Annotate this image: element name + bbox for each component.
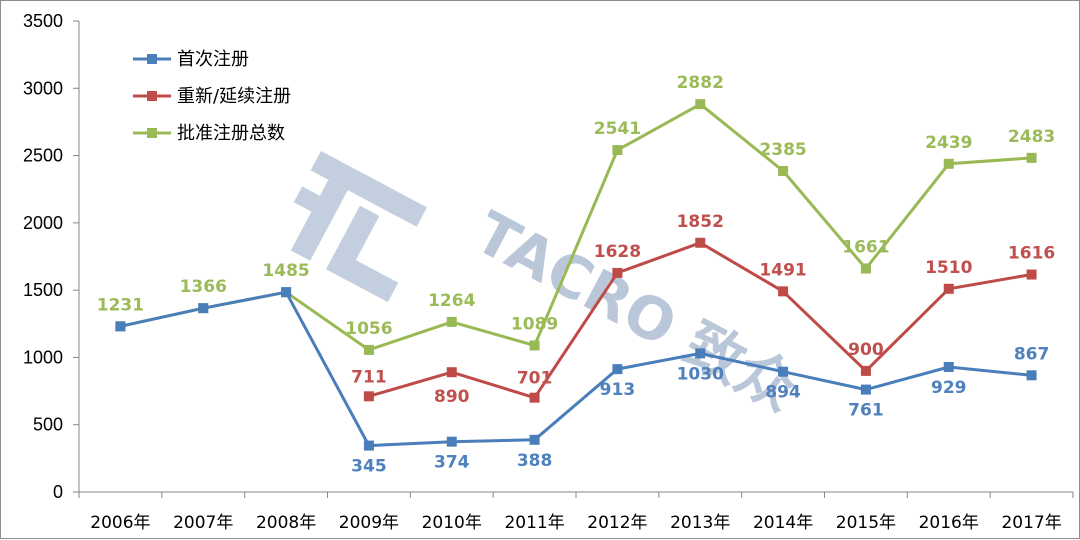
data-label: 1030 [677, 364, 724, 384]
data-point [115, 321, 126, 332]
data-label: 913 [600, 380, 636, 400]
data-label: 1231 [97, 295, 144, 315]
data-point [943, 361, 954, 372]
data-label: 1056 [345, 319, 392, 339]
data-labels: 345 374 388 913 1030 894 761 929 867 711 890 701 162… [97, 73, 1055, 476]
data-point [943, 283, 954, 294]
data-point [363, 391, 374, 402]
data-point [778, 366, 789, 377]
data-label: 2483 [1008, 127, 1055, 147]
data-label: 388 [517, 451, 553, 471]
data-point [198, 303, 209, 314]
x-tick-label: 2014年 [753, 513, 813, 533]
data-point [1026, 370, 1037, 381]
data-point [695, 348, 706, 359]
data-label: 1628 [594, 242, 641, 262]
legend-item: 重新/延续注册 [133, 86, 291, 107]
data-label: 1852 [677, 212, 724, 232]
series-group [115, 99, 1037, 451]
data-point [860, 365, 871, 376]
data-point [281, 287, 292, 298]
data-label: 2385 [759, 140, 806, 160]
data-label: 761 [848, 401, 884, 421]
data-point [446, 316, 457, 327]
axes: 0 500 1000 1500 2000 2500 3000 3500 2006年 2007年 20… [23, 11, 1074, 533]
x-tick-label: 2006年 [90, 513, 150, 533]
data-point [778, 166, 789, 177]
x-tick-label: 2008年 [256, 513, 316, 533]
y-tick-label: 3500 [23, 11, 63, 31]
data-label: 1089 [511, 314, 558, 334]
data-label: 2541 [594, 119, 641, 139]
data-label: 894 [765, 383, 801, 403]
legend-swatch-marker [147, 91, 157, 101]
y-tick-label: 0 [53, 482, 63, 502]
data-point [363, 440, 374, 451]
x-tick-label: 2013年 [670, 513, 730, 533]
data-label: 1661 [842, 237, 889, 257]
y-tick-label: 1000 [23, 347, 63, 367]
x-tick-label: 2010年 [422, 513, 482, 533]
data-point [529, 434, 540, 445]
x-tick-label: 2015年 [836, 513, 896, 533]
data-label: 374 [434, 453, 470, 473]
data-point [943, 158, 954, 169]
data-label: 2439 [925, 133, 972, 153]
data-label: 1616 [1008, 244, 1055, 264]
data-label: 1510 [925, 258, 972, 278]
legend-label: 重新/延续注册 [177, 86, 291, 107]
y-tick-label: 1500 [23, 280, 63, 300]
data-point [860, 263, 871, 274]
data-point [1026, 152, 1037, 163]
data-point [529, 392, 540, 403]
x-tick-label: 2017年 [1001, 513, 1061, 533]
data-point [529, 340, 540, 351]
data-point [363, 344, 374, 355]
series-line [120, 290, 1032, 448]
data-label: 1366 [180, 277, 227, 297]
x-tick-label: 2007年 [173, 513, 233, 533]
y-tick-label: 500 [33, 415, 63, 435]
data-label: 890 [434, 387, 470, 407]
data-point [778, 286, 789, 297]
y-tick-label: 3000 [23, 78, 63, 98]
data-label: 867 [1014, 344, 1050, 364]
data-point [1026, 269, 1037, 280]
legend-item: 批准注册总数 [133, 123, 285, 144]
data-label: 929 [931, 378, 967, 398]
data-label: 1485 [262, 261, 309, 281]
data-point [612, 364, 623, 375]
y-tick-label: 2000 [23, 213, 63, 233]
y-tick-label: 2500 [23, 146, 63, 166]
data-label: 345 [351, 457, 387, 477]
data-label: 1264 [428, 291, 475, 311]
data-point [446, 436, 457, 447]
legend-swatch-marker [147, 128, 157, 138]
legend-item: 首次注册 [133, 49, 249, 70]
data-point [612, 145, 623, 156]
data-label: 1491 [759, 260, 806, 280]
legend-label: 批准注册总数 [177, 123, 285, 144]
data-label: 711 [351, 367, 387, 387]
x-tick-label: 2016年 [919, 513, 979, 533]
x-tick-label: 2012年 [587, 513, 647, 533]
data-label: 2882 [677, 73, 724, 93]
watermark-logo [290, 151, 427, 303]
data-point [695, 237, 706, 248]
data-label: 900 [848, 340, 884, 360]
legend-swatch-marker [147, 54, 157, 64]
data-point [446, 367, 457, 378]
x-tick-label: 2011年 [504, 513, 564, 533]
x-tick-label: 2009年 [339, 513, 399, 533]
data-point [860, 384, 871, 395]
data-point [695, 99, 706, 110]
data-label: 701 [517, 369, 553, 389]
watermark-text: TACRO 致众 [464, 198, 807, 424]
data-point [612, 267, 623, 278]
legend-label: 首次注册 [177, 49, 249, 70]
